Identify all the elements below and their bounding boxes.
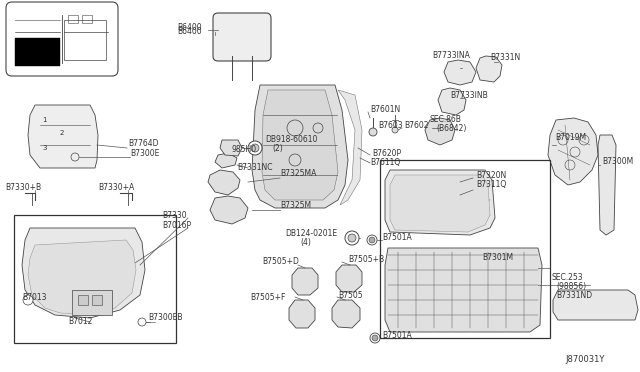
Text: B7311Q: B7311Q <box>476 180 506 189</box>
Text: B7301M: B7301M <box>482 253 513 263</box>
Bar <box>92 295 102 305</box>
Polygon shape <box>262 90 338 200</box>
Text: B7331N: B7331N <box>490 54 520 62</box>
Text: B7764D: B7764D <box>128 138 159 148</box>
Polygon shape <box>390 175 490 232</box>
Bar <box>82 15 92 23</box>
Circle shape <box>367 235 377 245</box>
Text: 1: 1 <box>42 117 47 123</box>
Text: B7325MA: B7325MA <box>280 169 316 177</box>
Polygon shape <box>476 56 502 82</box>
Polygon shape <box>220 140 242 156</box>
Text: B7733INA: B7733INA <box>432 51 470 61</box>
Circle shape <box>345 231 359 245</box>
Bar <box>68 15 78 23</box>
Bar <box>15 38 60 66</box>
Text: SEC.86B: SEC.86B <box>430 115 462 125</box>
Polygon shape <box>385 248 542 332</box>
Polygon shape <box>444 60 476 85</box>
Circle shape <box>348 234 356 242</box>
Polygon shape <box>598 135 616 235</box>
Text: SEC.253: SEC.253 <box>552 273 584 282</box>
Text: B7330+A: B7330+A <box>98 183 134 192</box>
Polygon shape <box>252 85 348 208</box>
Polygon shape <box>22 228 145 318</box>
Text: B7505: B7505 <box>338 291 363 299</box>
Text: B7012: B7012 <box>68 317 92 327</box>
Circle shape <box>392 127 398 133</box>
Text: B7330: B7330 <box>162 211 187 219</box>
Text: B7601N: B7601N <box>370 106 400 115</box>
Bar <box>64 20 106 60</box>
Text: B7331ND: B7331ND <box>556 291 592 299</box>
Circle shape <box>138 318 146 326</box>
FancyBboxPatch shape <box>6 2 118 76</box>
Polygon shape <box>332 300 360 328</box>
Text: (98856): (98856) <box>556 282 586 291</box>
Text: B7016P: B7016P <box>162 221 191 230</box>
Text: B7325M: B7325M <box>280 201 311 209</box>
Text: B7331NC: B7331NC <box>237 164 273 173</box>
Text: B7300EB: B7300EB <box>148 314 182 323</box>
Polygon shape <box>292 268 318 295</box>
Text: B7300E: B7300E <box>130 148 159 157</box>
Text: (4): (4) <box>300 237 311 247</box>
Text: B6400: B6400 <box>177 23 202 32</box>
Text: B7013: B7013 <box>22 294 47 302</box>
Polygon shape <box>553 290 638 320</box>
Text: 2: 2 <box>60 130 65 136</box>
Text: B7603: B7603 <box>378 122 403 131</box>
Polygon shape <box>338 90 362 205</box>
Text: B7501A: B7501A <box>382 330 412 340</box>
Text: B7019M: B7019M <box>555 134 586 142</box>
Bar <box>78 295 88 305</box>
Circle shape <box>251 144 259 152</box>
Text: B7620P: B7620P <box>372 148 401 157</box>
Text: B7733INB: B7733INB <box>450 92 488 100</box>
Text: B7505+B: B7505+B <box>348 256 384 264</box>
Polygon shape <box>215 153 237 168</box>
Polygon shape <box>438 88 466 115</box>
Text: (B6842): (B6842) <box>436 124 467 132</box>
Text: B7501A: B7501A <box>382 234 412 243</box>
Text: B7505+D: B7505+D <box>262 257 299 266</box>
Polygon shape <box>385 170 495 235</box>
Text: B7611Q: B7611Q <box>370 158 400 167</box>
Text: B7330+B: B7330+B <box>5 183 41 192</box>
Polygon shape <box>28 240 136 315</box>
Bar <box>380 160 550 338</box>
Circle shape <box>369 237 375 243</box>
Bar <box>14 215 176 343</box>
Text: DB918-60610: DB918-60610 <box>265 135 317 144</box>
Text: B6400: B6400 <box>177 28 202 36</box>
Polygon shape <box>289 300 315 328</box>
Circle shape <box>23 295 33 305</box>
Polygon shape <box>210 196 248 224</box>
Circle shape <box>369 128 377 136</box>
Text: (2): (2) <box>272 144 283 153</box>
Text: B7505+F: B7505+F <box>250 294 285 302</box>
Text: B7602: B7602 <box>404 121 429 129</box>
Polygon shape <box>548 118 598 185</box>
Text: 3: 3 <box>42 145 47 151</box>
Text: B7300M: B7300M <box>602 157 633 167</box>
Polygon shape <box>425 118 455 145</box>
Text: 985H0: 985H0 <box>232 145 257 154</box>
Text: DB124-0201E: DB124-0201E <box>285 230 337 238</box>
Circle shape <box>372 335 378 341</box>
Text: J870031Y: J870031Y <box>565 356 604 365</box>
FancyBboxPatch shape <box>213 13 271 61</box>
Bar <box>72 290 112 315</box>
Polygon shape <box>208 170 240 195</box>
Polygon shape <box>28 105 98 168</box>
Polygon shape <box>336 265 362 292</box>
Text: B7320N: B7320N <box>476 170 506 180</box>
Circle shape <box>248 141 262 155</box>
Circle shape <box>370 333 380 343</box>
